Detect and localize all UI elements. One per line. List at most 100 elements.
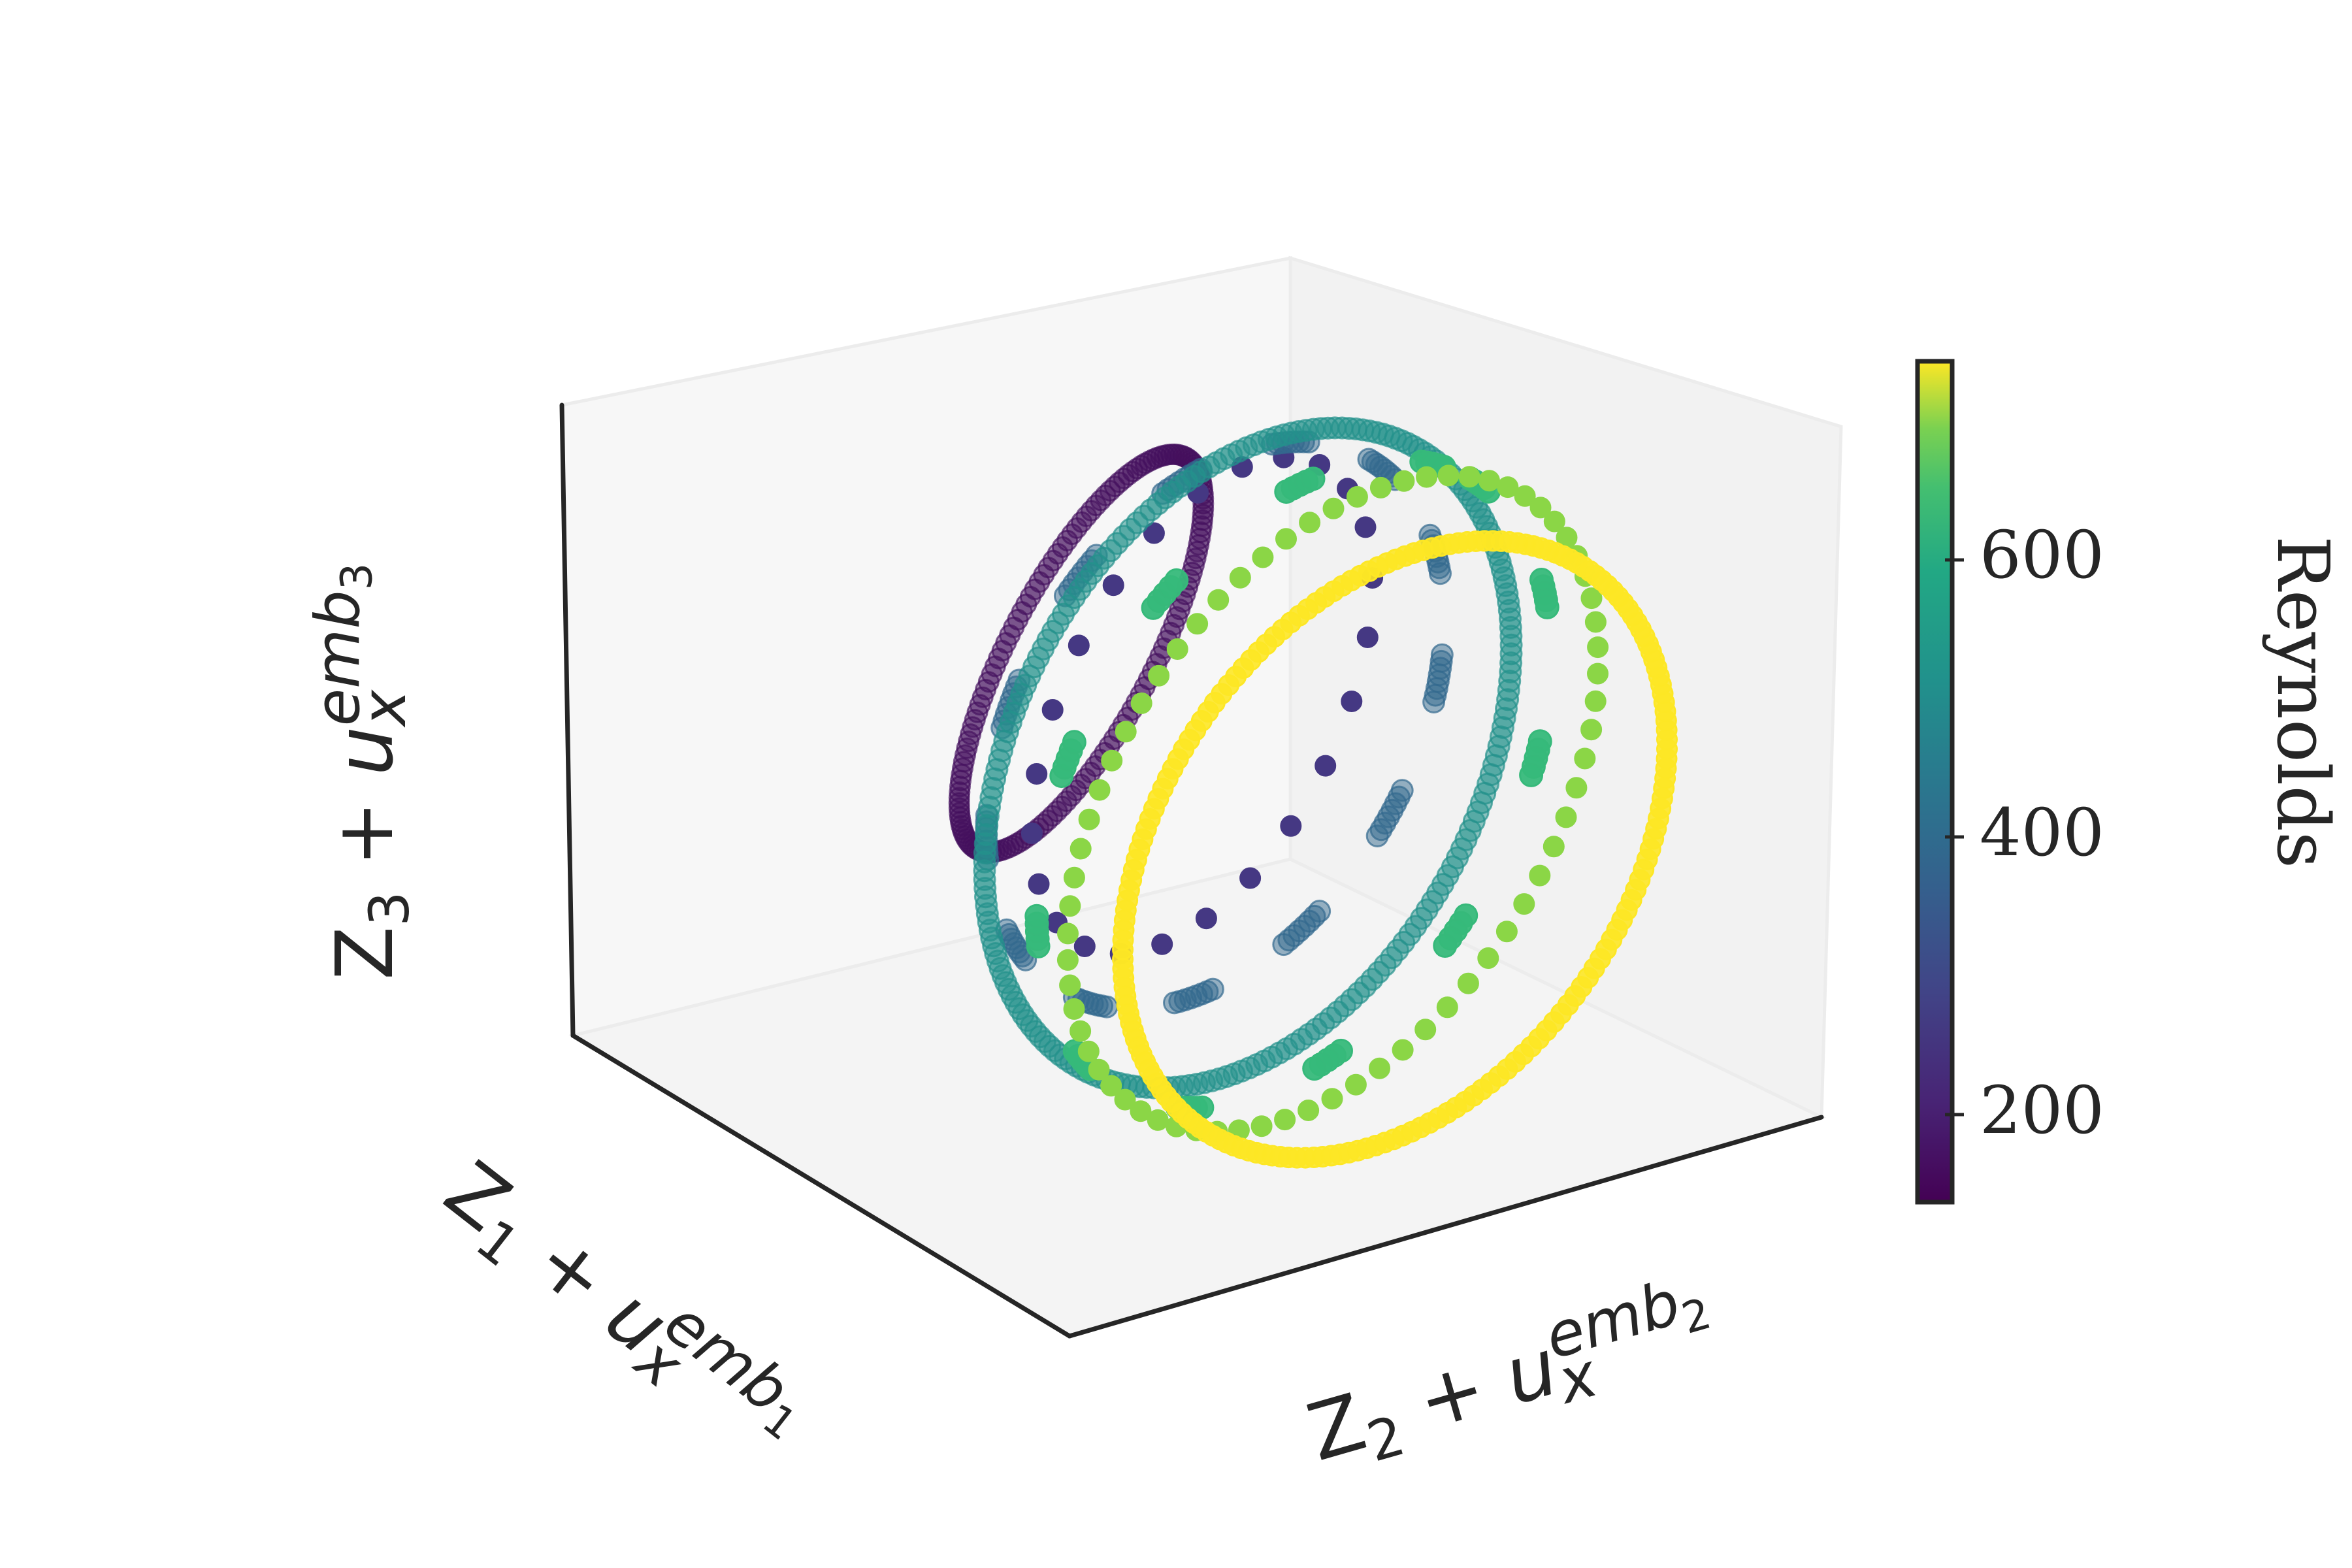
colorbar-gradient: [1915, 359, 1955, 1205]
data-point: [1429, 562, 1452, 585]
data-point: [1207, 589, 1230, 611]
data-point: [1130, 1100, 1152, 1122]
data-point: [1497, 476, 1519, 498]
z-axis-label-u-sub: x: [349, 690, 421, 727]
data-point: [1543, 510, 1565, 532]
data-point: [1239, 867, 1262, 889]
colorbar: [1915, 359, 1964, 1205]
data-point: [1519, 762, 1544, 787]
data-point: [1041, 699, 1064, 721]
data-point: [1026, 763, 1048, 785]
x-axis-line: [570, 1033, 1072, 1339]
data-point: [1062, 730, 1086, 755]
data-point: [1148, 664, 1170, 687]
data-point: [1369, 1057, 1390, 1079]
data-point: [1088, 1058, 1110, 1081]
data-point: [1477, 947, 1499, 969]
data-point: [1580, 719, 1603, 741]
data-point: [1555, 806, 1577, 828]
data-point: [1028, 873, 1050, 895]
data-point: [1422, 691, 1446, 713]
data-point: [1068, 634, 1090, 657]
data-point: [1436, 996, 1458, 1019]
z-axis-label-u: u: [320, 726, 411, 776]
data-point: [1580, 587, 1603, 610]
data-point: [1229, 566, 1251, 589]
data-point: [1433, 934, 1458, 958]
colorbar-tick-label-200: 200: [1980, 1072, 2104, 1149]
data-point: [1514, 485, 1536, 507]
data-point: [1151, 933, 1173, 955]
data-point: [1073, 936, 1096, 957]
y-axis-label-plus: +: [1407, 1342, 1496, 1448]
axis-lines: [559, 402, 1824, 1339]
data-point: [1369, 476, 1392, 498]
data-point: [1416, 466, 1438, 488]
data-point: [1543, 836, 1565, 858]
data-point: [1070, 1020, 1092, 1042]
data-point: [1345, 1073, 1367, 1096]
data-point: [1056, 949, 1079, 971]
data-point: [1057, 923, 1079, 945]
y-axis-line: [1067, 1115, 1824, 1339]
data-point: [1147, 1109, 1169, 1131]
data-point: [1414, 1019, 1437, 1041]
data-point: [1574, 747, 1596, 770]
data-point: [1114, 1088, 1136, 1111]
data-point: [1063, 998, 1085, 1020]
data-point: [1573, 556, 1594, 578]
data-point: [1102, 574, 1124, 596]
data-point: [1584, 611, 1607, 633]
data-point: [1077, 1040, 1100, 1062]
series-reynolds-720: [1112, 530, 1678, 1169]
data-point: [1346, 486, 1368, 508]
data-point: [1021, 823, 1043, 844]
data-point: [948, 787, 970, 809]
data-point: [1101, 749, 1123, 772]
data-point: [1587, 636, 1609, 659]
data-point: [1495, 921, 1518, 943]
data-point: [1354, 516, 1377, 538]
scatter-points: [948, 416, 1678, 1169]
data-point: [1396, 432, 1419, 455]
data-point: [1458, 466, 1480, 488]
z-axis-label-sub: 3: [357, 891, 421, 926]
data-point: [1565, 777, 1588, 799]
data-point: [1299, 512, 1321, 534]
data-point: [1250, 1115, 1273, 1137]
data-point: [1341, 691, 1363, 712]
z-axis-line: [559, 402, 576, 1038]
data-point: [1529, 497, 1552, 519]
data-point: [1195, 907, 1217, 930]
data-point: [1301, 466, 1326, 491]
data-point: [1186, 613, 1209, 635]
data-point: [1252, 546, 1274, 568]
data-point: [1274, 1109, 1296, 1131]
z-axis-label-main: Z: [320, 926, 411, 980]
data-point: [1088, 779, 1111, 801]
data-point: [1584, 690, 1607, 712]
colorbar-tick-label-600: 600: [1980, 517, 2104, 593]
data-point: [1321, 1088, 1343, 1110]
data-point: [1172, 445, 1194, 467]
z-axis-label: Z3 + uemb3 x: [302, 563, 421, 980]
data-point: [1115, 721, 1137, 743]
data-point: [1059, 974, 1081, 996]
data-point: [1163, 991, 1186, 1015]
axes-panes: [560, 255, 1843, 1338]
data-point: [1070, 838, 1092, 860]
data-point: [1365, 825, 1389, 847]
data-point: [1130, 692, 1152, 714]
data-point: [948, 792, 970, 814]
data-point: [1392, 1039, 1414, 1061]
z-axis-label-sup-sub: 3: [332, 563, 382, 591]
data-point: [1302, 1056, 1327, 1081]
z-axis-label-plus: +: [320, 800, 411, 867]
data-point: [1356, 627, 1379, 648]
data-point: [1322, 497, 1345, 519]
data-point: [1529, 864, 1551, 887]
data-point: [1298, 1100, 1320, 1121]
data-point: [1457, 972, 1479, 994]
data-point: [1393, 470, 1415, 492]
